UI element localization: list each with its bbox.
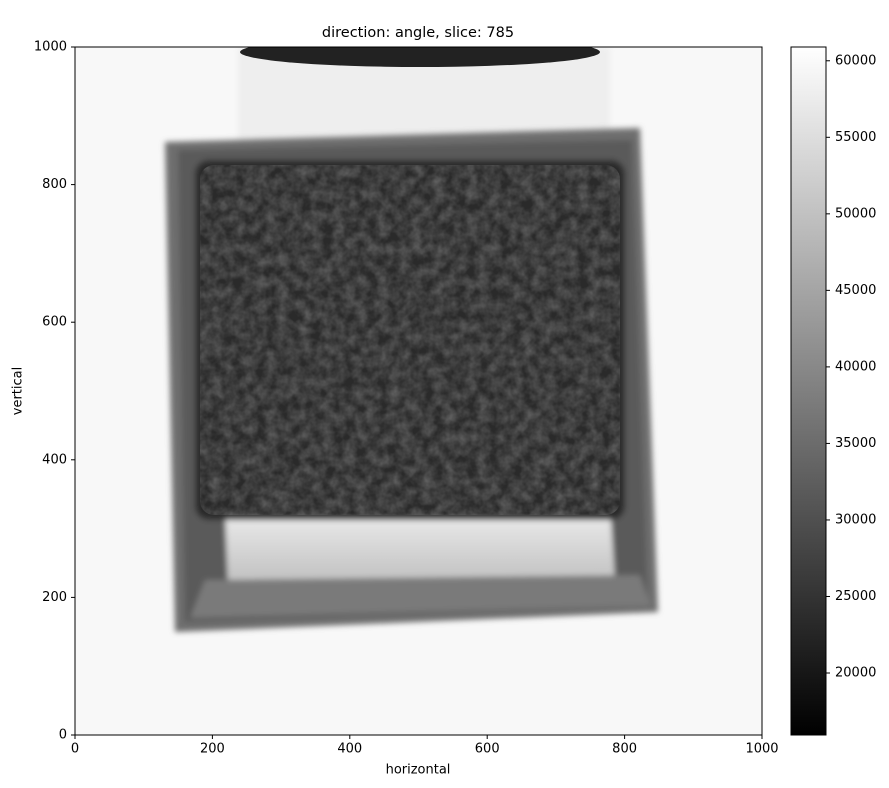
colorbar-tick-label: 35000 (835, 436, 876, 451)
chart-title: direction: angle, slice: 785 (322, 25, 514, 41)
colorbar-tick-label: 50000 (835, 206, 876, 221)
colorbar-tick-label: 20000 (835, 666, 876, 681)
x-tick-label: 0 (71, 742, 79, 757)
colorbar-tick-label: 60000 (835, 53, 876, 68)
x-tick-label: 600 (475, 742, 500, 757)
y-tick-label: 800 (42, 177, 67, 192)
x-tick-label: 1000 (745, 742, 778, 757)
y-tick-label: 1000 (34, 40, 67, 55)
y-axis-label: vertical (11, 367, 26, 415)
colorbar (790, 46, 827, 736)
y-tick-label: 400 (42, 452, 67, 467)
colorbar-tick-label: 55000 (835, 130, 876, 145)
image (75, 47, 762, 735)
x-axis-label: horizontal (386, 763, 451, 778)
y-tick-label: 0 (59, 728, 67, 743)
x-tick-label: 400 (337, 742, 362, 757)
colorbar-tick-label: 40000 (835, 359, 876, 374)
x-tick-label: 200 (200, 742, 225, 757)
axes-frame (74, 46, 763, 736)
y-tick-label: 200 (42, 590, 67, 605)
colorbar-tick-label: 30000 (835, 512, 876, 527)
colorbar-tick-label: 25000 (835, 589, 876, 604)
y-tick-label: 600 (42, 315, 67, 330)
colorbar-tick-label: 45000 (835, 283, 876, 298)
x-tick-label: 800 (612, 742, 637, 757)
